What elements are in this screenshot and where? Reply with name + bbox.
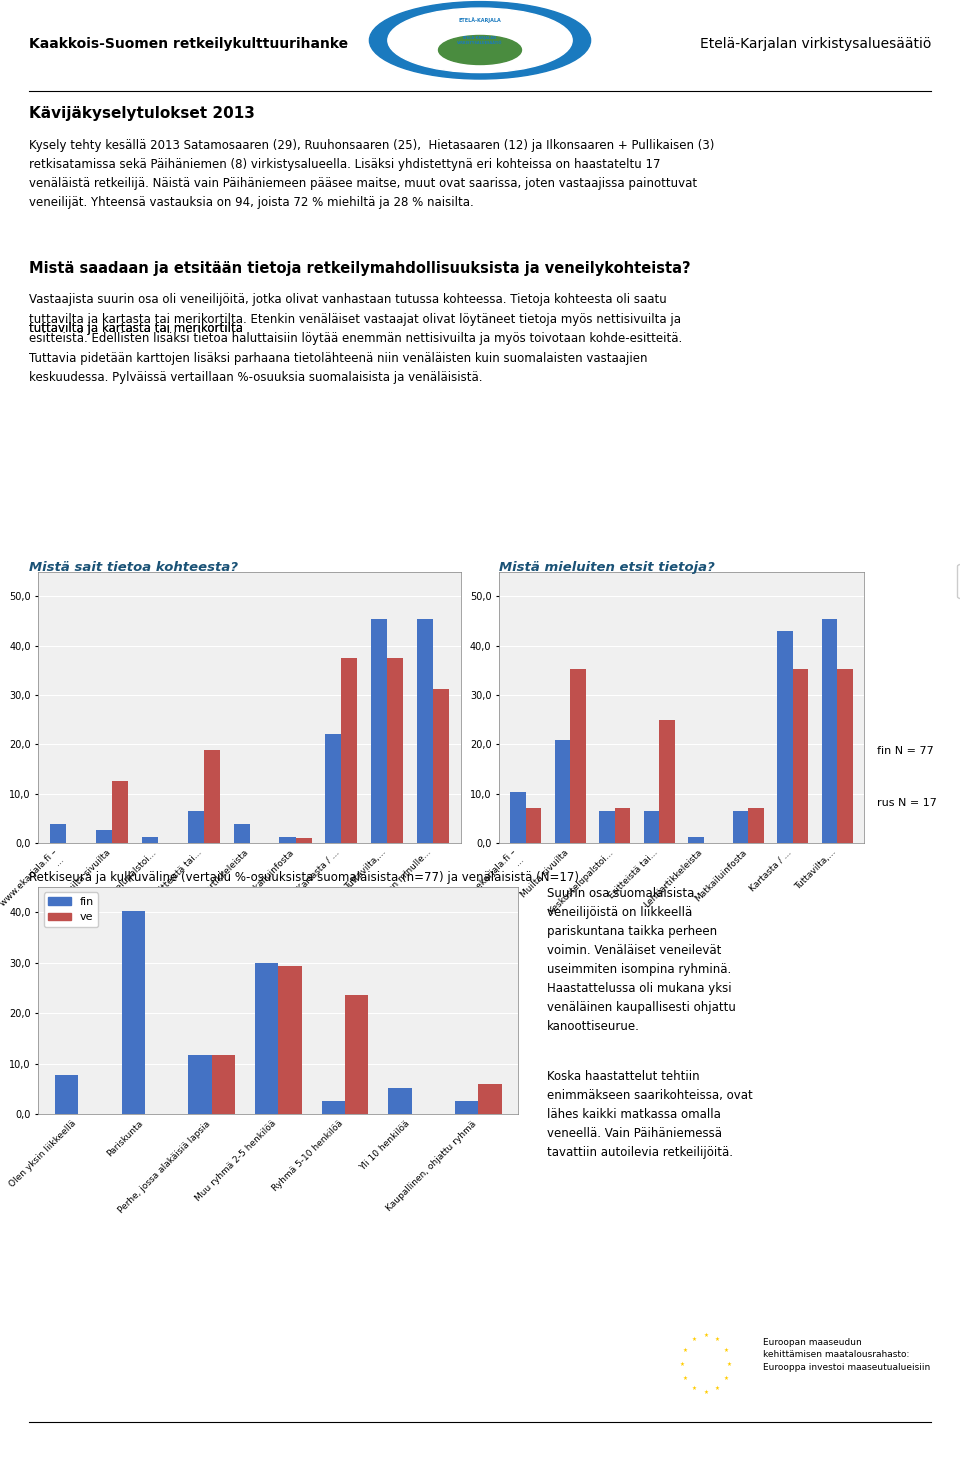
- Bar: [599, 811, 614, 843]
- Text: Vastaajista suurin osa oli veneilijöitä, jotka olivat vanhastaan tutussa kohtees: Vastaajista suurin osa oli veneilijöitä,…: [29, 293, 682, 384]
- Text: Mistä saadaan ja etsitään tietoja retkeilymahdollisuuksista ja veneilykohteista?: Mistä saadaan ja etsitään tietoja retkei…: [29, 261, 690, 276]
- Text: ★: ★: [724, 1347, 729, 1353]
- Text: ★: ★: [715, 1337, 720, 1343]
- Text: Etelä-Karjalan virkistysaluesäätiö: Etelä-Karjalan virkistysaluesäätiö: [700, 37, 931, 51]
- Bar: [55, 1075, 79, 1114]
- Text: Retkiseura ja kulkuväline (vertailu %-osuuksista suomalaisista (n=77) ja venäläi: Retkiseura ja kulkuväline (vertailu %-os…: [29, 871, 583, 884]
- Bar: [322, 1101, 345, 1114]
- Circle shape: [388, 9, 572, 72]
- Bar: [478, 1085, 502, 1114]
- Text: ★: ★: [683, 1347, 687, 1353]
- Text: ★: ★: [691, 1337, 696, 1343]
- Text: ETELÄ-KARJALAN
VIRKISTYSALUESÄÄTIÖ: ETELÄ-KARJALAN VIRKISTYSALUESÄÄTIÖ: [457, 35, 503, 45]
- Bar: [372, 619, 387, 843]
- Bar: [570, 668, 586, 843]
- Legend: fin, ve: fin, ve: [957, 564, 960, 598]
- Bar: [96, 830, 112, 843]
- Text: ★: ★: [715, 1385, 720, 1391]
- Bar: [418, 619, 433, 843]
- Text: ★: ★: [683, 1375, 687, 1381]
- Bar: [112, 781, 128, 843]
- Bar: [749, 808, 764, 843]
- Text: Mistä mieluiten etsit tietoja?: Mistä mieluiten etsit tietoja?: [499, 561, 715, 575]
- Text: Euroopan maaseudun
kehittämisen maatalousrahasto:
Eurooppa investoi maaseutualue: Euroopan maaseudun kehittämisen maatalou…: [762, 1337, 930, 1372]
- Bar: [142, 837, 157, 843]
- Bar: [822, 619, 837, 843]
- Bar: [644, 811, 660, 843]
- Text: ★: ★: [727, 1362, 732, 1366]
- Text: fin N = 77: fin N = 77: [877, 746, 934, 756]
- Bar: [389, 1088, 412, 1114]
- Bar: [387, 658, 403, 843]
- Text: tuttavilta ja kartasta tai merikortilta: tuttavilta ja kartasta tai merikortilta: [29, 321, 243, 334]
- Bar: [511, 792, 526, 843]
- Bar: [688, 837, 704, 843]
- Circle shape: [370, 1, 590, 79]
- Bar: [660, 720, 675, 843]
- Bar: [526, 808, 541, 843]
- Text: Kysely tehty kesällä 2013 Satamosaaren (29), Ruuhonsaaren (25),  Hietasaaren (12: Kysely tehty kesällä 2013 Satamosaaren (…: [29, 139, 714, 210]
- Bar: [278, 966, 301, 1114]
- Bar: [204, 751, 220, 843]
- Bar: [555, 740, 570, 843]
- Bar: [614, 808, 631, 843]
- Text: ★: ★: [691, 1385, 696, 1391]
- Bar: [188, 1056, 212, 1114]
- Text: Kävijäkyselytulokset 2013: Kävijäkyselytulokset 2013: [29, 106, 254, 120]
- Text: ★: ★: [724, 1375, 729, 1381]
- Legend: fin, ve: fin, ve: [44, 893, 98, 927]
- Text: ★: ★: [703, 1334, 708, 1338]
- Text: Mistä sait tietoa kohteesta?: Mistä sait tietoa kohteesta?: [29, 561, 238, 575]
- Text: Koska haastattelut tehtiin
enimmäkseen saarikohteissa, ovat
lähes kaikki matkass: Koska haastattelut tehtiin enimmäkseen s…: [547, 1070, 753, 1160]
- Bar: [342, 658, 357, 843]
- Text: ★: ★: [680, 1362, 684, 1366]
- Bar: [837, 668, 852, 843]
- Bar: [279, 837, 296, 843]
- Bar: [732, 811, 749, 843]
- Bar: [793, 668, 808, 843]
- Bar: [296, 839, 312, 843]
- Text: tuttavilta ja kartasta tai merikortilta: tuttavilta ja kartasta tai merikortilta: [29, 321, 243, 334]
- Bar: [433, 689, 449, 843]
- Bar: [233, 824, 250, 843]
- Text: Kaakkois-Suomen retkeilykulttuurihanke: Kaakkois-Suomen retkeilykulttuurihanke: [29, 37, 348, 51]
- Text: rus N = 17: rus N = 17: [877, 798, 937, 808]
- Bar: [212, 1054, 235, 1114]
- Bar: [187, 811, 204, 843]
- Bar: [778, 632, 793, 843]
- Bar: [255, 963, 278, 1114]
- Bar: [50, 824, 66, 843]
- Circle shape: [439, 35, 521, 65]
- Text: ★: ★: [703, 1390, 708, 1394]
- Bar: [122, 910, 145, 1114]
- Bar: [325, 734, 342, 843]
- Text: Suurin osa suomalaisista
veneilijöistä on liikkeellä
pariskuntana taikka perheen: Suurin osa suomalaisista veneilijöistä o…: [547, 887, 736, 1034]
- Bar: [455, 1101, 478, 1114]
- Bar: [345, 995, 369, 1114]
- Text: ETELÄ-KARJALA: ETELÄ-KARJALA: [459, 18, 501, 23]
